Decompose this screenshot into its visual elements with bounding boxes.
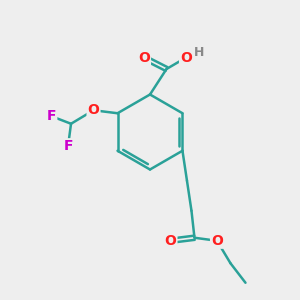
Text: F: F [63, 139, 73, 153]
Text: O: O [138, 51, 150, 64]
Text: O: O [211, 234, 223, 248]
Text: O: O [88, 103, 100, 117]
Text: O: O [180, 51, 192, 64]
Text: H: H [194, 46, 205, 59]
Text: O: O [164, 234, 176, 248]
Text: F: F [47, 109, 56, 123]
